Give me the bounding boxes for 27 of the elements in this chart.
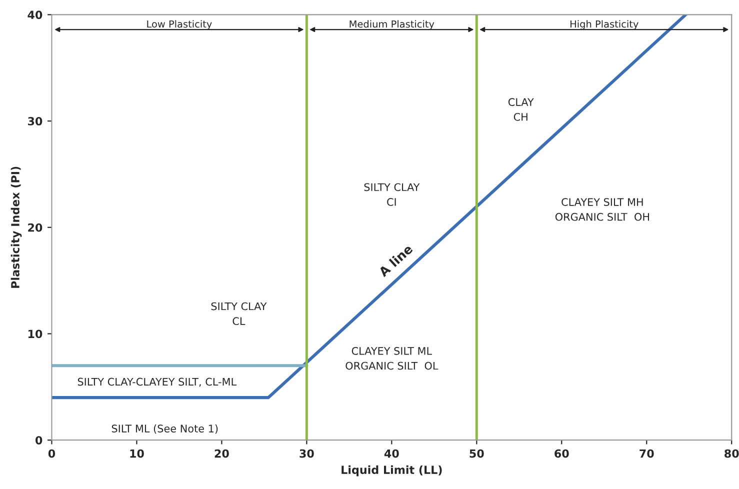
y-tick-label: 0 [36,436,42,444]
annotation: CLAY CH [508,98,534,121]
x-tick-label: 0 [48,449,56,458]
annotation: High Plasticity [570,20,638,30]
x-tick-label: 40 [384,449,399,458]
x-tick-label: 60 [554,449,569,458]
annotation: CLAYEY SILT MH ORGANIC SILT OH [555,198,649,221]
y-axis-title: Plasticity Index (PI) [10,166,22,288]
annotation: SILTY CLAY-CLAYEY SILT, CL-ML [78,378,237,387]
x-tick-label: 50 [470,449,484,458]
annotation: Medium Plasticity [350,20,434,30]
y-tick-label: 30 [28,117,42,126]
annotation: SILTY CLAY CI [364,183,420,206]
x-tick-label: 80 [724,449,739,458]
text: A line [378,244,414,278]
y-tick-label: 20 [28,223,42,232]
annotation: SILTY CLAY CL [211,302,267,326]
annotation: CLAYEY SILT ML ORGANIC SILT OL [346,346,438,370]
x-tick-label: 70 [640,449,654,458]
annotation: SILT ML (See Note 1) [112,424,218,434]
x-tick-label: 20 [214,449,229,458]
y-tick-label: 40 [28,10,42,20]
x-tick-label: 30 [300,449,314,458]
annotation: Low Plasticity [147,20,212,30]
x-tick-label: 10 [130,449,144,458]
x-axis-title: Liquid Limit (LL) [342,465,442,476]
y-tick-label: 10 [28,330,42,338]
